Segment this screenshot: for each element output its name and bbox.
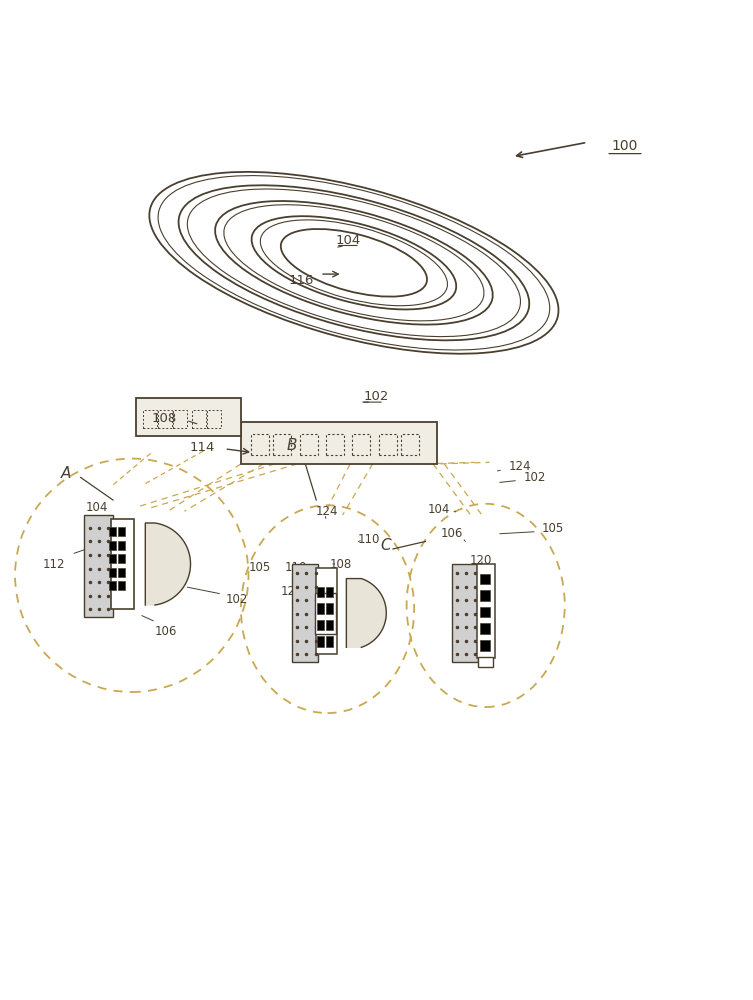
Bar (379, 434, 397, 455)
Bar (109, 554, 116, 563)
Bar (118, 568, 125, 577)
Text: 120: 120 (469, 554, 492, 567)
FancyBboxPatch shape (111, 519, 134, 609)
Text: 120: 120 (280, 585, 303, 598)
Bar (241, 422, 437, 464)
Bar (480, 607, 490, 617)
Bar (317, 636, 324, 647)
Text: 112: 112 (43, 558, 66, 571)
FancyBboxPatch shape (477, 564, 495, 658)
Bar (480, 640, 490, 651)
Bar (292, 564, 318, 662)
Text: 124: 124 (316, 505, 338, 518)
Bar (207, 410, 221, 428)
Bar (118, 527, 125, 536)
Text: B: B (287, 438, 297, 453)
Bar (136, 398, 241, 436)
Bar (118, 541, 125, 550)
Polygon shape (145, 523, 191, 605)
Text: 104: 104 (85, 501, 108, 514)
Bar (352, 434, 370, 455)
Bar (401, 434, 419, 455)
Bar (480, 574, 490, 584)
Bar (84, 515, 113, 617)
Text: 124: 124 (508, 460, 531, 473)
Bar (317, 603, 324, 614)
FancyBboxPatch shape (316, 568, 337, 654)
Bar (192, 410, 206, 428)
Text: 104: 104 (335, 234, 361, 247)
Bar (480, 590, 490, 601)
Text: A: A (61, 466, 72, 481)
Bar (326, 636, 333, 647)
Bar (118, 581, 125, 590)
Bar (109, 581, 116, 590)
Bar (317, 587, 324, 597)
Text: 116: 116 (288, 274, 314, 287)
Text: C: C (380, 538, 391, 553)
Bar (109, 568, 116, 577)
Text: 110: 110 (358, 533, 380, 546)
Bar (118, 554, 125, 563)
Bar (109, 541, 116, 550)
Bar (109, 527, 116, 536)
Text: 102: 102 (226, 593, 248, 606)
Text: 114: 114 (189, 441, 215, 454)
Text: 102: 102 (364, 390, 389, 403)
Text: 102: 102 (523, 471, 546, 484)
Text: 105: 105 (542, 522, 565, 535)
Bar (251, 434, 269, 455)
Bar (300, 434, 318, 455)
Bar (480, 623, 490, 634)
Bar (317, 620, 324, 630)
Bar (326, 587, 333, 597)
Text: 100: 100 (611, 139, 639, 153)
Bar (173, 410, 187, 428)
Text: 104: 104 (428, 503, 450, 516)
Text: 110: 110 (285, 561, 307, 574)
Polygon shape (346, 579, 386, 647)
Text: 106: 106 (154, 625, 177, 638)
Text: 105: 105 (248, 561, 271, 574)
Bar (452, 564, 478, 662)
Bar (273, 434, 291, 455)
Text: 108: 108 (151, 412, 177, 425)
Bar (478, 657, 493, 667)
Bar (315, 593, 336, 634)
Text: 108: 108 (330, 558, 352, 571)
Bar (326, 603, 333, 614)
Text: 106: 106 (441, 527, 463, 540)
Bar (326, 434, 344, 455)
Bar (326, 620, 333, 630)
Bar (158, 410, 172, 428)
Bar (143, 410, 157, 428)
